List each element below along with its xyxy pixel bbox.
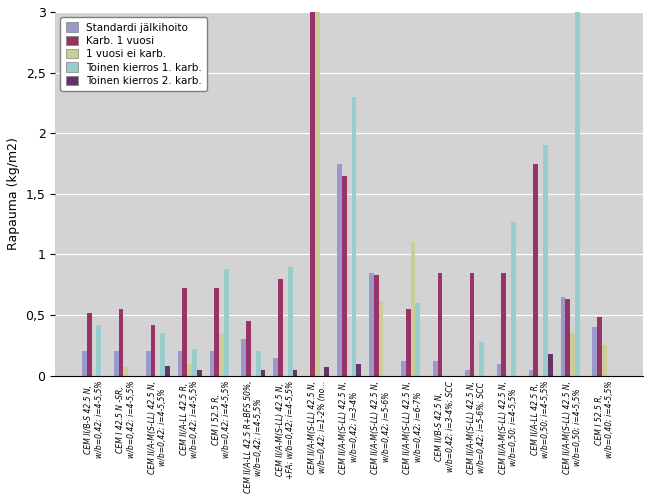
Bar xyxy=(119,309,124,376)
Bar xyxy=(570,334,575,376)
Bar xyxy=(219,334,224,376)
Bar xyxy=(379,300,384,376)
Bar xyxy=(183,288,187,376)
Bar xyxy=(411,242,415,376)
Bar xyxy=(415,303,420,376)
Bar xyxy=(86,312,92,376)
Bar xyxy=(566,300,570,376)
Y-axis label: Rapauma (kg/m2): Rapauma (kg/m2) xyxy=(7,138,20,250)
Bar xyxy=(543,146,548,376)
Bar xyxy=(278,278,283,376)
Bar xyxy=(528,370,534,376)
Bar xyxy=(197,370,202,376)
Bar xyxy=(160,334,165,376)
Bar xyxy=(151,325,155,376)
Bar xyxy=(261,370,265,376)
Bar xyxy=(224,269,229,376)
Bar xyxy=(465,370,469,376)
Bar xyxy=(560,297,566,376)
Bar xyxy=(165,366,170,376)
Bar xyxy=(356,364,361,376)
Bar xyxy=(342,176,346,376)
Bar xyxy=(406,309,411,376)
Bar xyxy=(497,364,502,376)
Bar xyxy=(177,352,183,376)
Bar xyxy=(602,346,606,376)
Bar xyxy=(209,352,215,376)
Bar xyxy=(511,222,516,376)
Bar xyxy=(469,272,474,376)
Bar xyxy=(187,364,192,376)
Bar xyxy=(274,358,278,376)
Bar xyxy=(324,367,329,376)
Bar xyxy=(479,342,484,376)
Bar xyxy=(592,327,597,376)
Bar xyxy=(214,288,219,376)
Bar xyxy=(597,318,602,376)
Bar xyxy=(192,349,197,376)
Bar xyxy=(246,321,251,376)
Bar xyxy=(256,352,261,376)
Bar xyxy=(315,12,320,376)
Bar xyxy=(288,266,292,376)
Bar xyxy=(401,361,406,376)
Bar xyxy=(502,272,506,376)
Bar xyxy=(82,352,86,376)
Bar xyxy=(575,12,580,376)
Bar xyxy=(241,340,246,376)
Bar xyxy=(146,352,151,376)
Bar xyxy=(337,164,342,376)
Bar xyxy=(534,164,538,376)
Bar xyxy=(124,367,128,376)
Bar xyxy=(310,12,315,376)
Legend: Standardi jälkihoito, Karb. 1 vuosi, 1 vuosi ei karb., Toinen kierros 1. karb., : Standardi jälkihoito, Karb. 1 vuosi, 1 v… xyxy=(60,17,207,91)
Bar xyxy=(352,97,356,375)
Bar xyxy=(374,275,379,376)
Bar xyxy=(433,361,437,376)
Bar xyxy=(96,325,101,376)
Bar xyxy=(369,272,374,376)
Bar xyxy=(292,370,297,376)
Bar xyxy=(114,352,119,376)
Bar xyxy=(437,272,443,376)
Bar xyxy=(548,354,552,376)
